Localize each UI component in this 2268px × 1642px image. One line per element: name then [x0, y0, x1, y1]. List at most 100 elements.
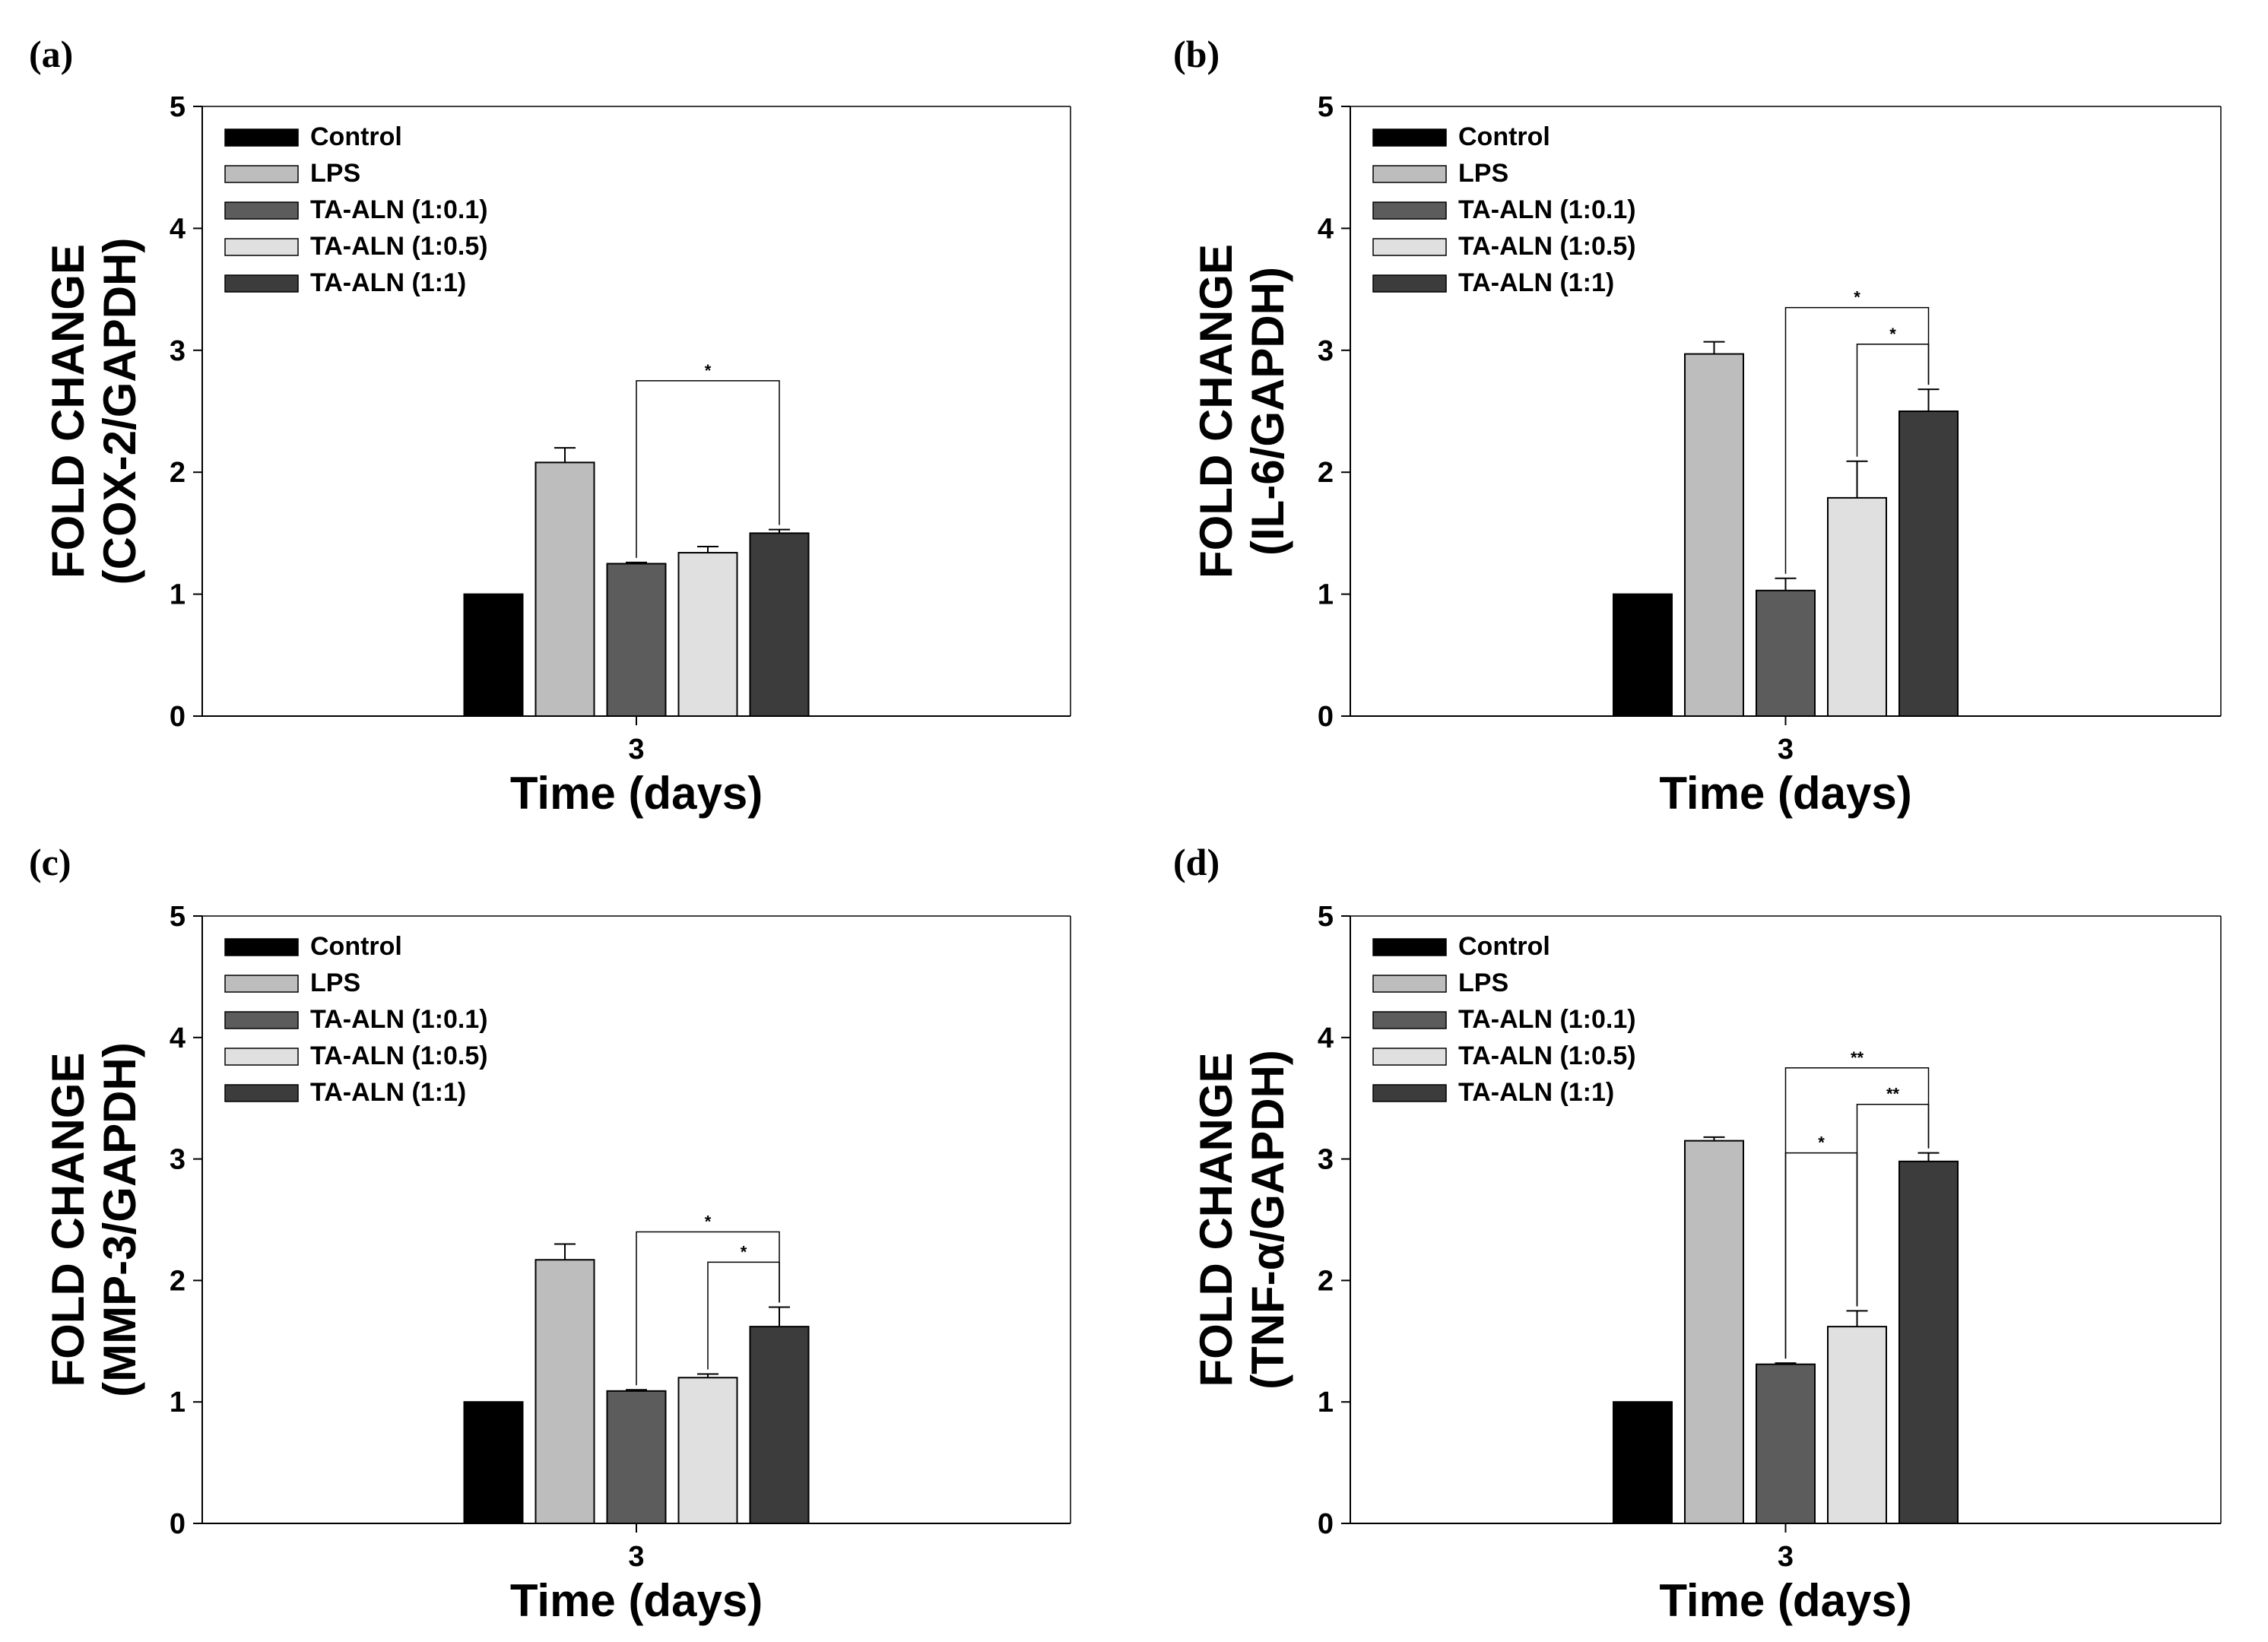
- legend-swatch: [1372, 238, 1447, 256]
- legend-label: TA-ALN (1:1): [310, 268, 466, 297]
- y-tick-label: 1: [1318, 579, 1334, 611]
- y-tick-label: 4: [170, 1022, 186, 1054]
- y-tick-label: 3: [170, 1144, 186, 1176]
- y-tick-label: 3: [1318, 1144, 1334, 1176]
- significance-bracket: [636, 380, 780, 558]
- y-tick-label: 5: [1318, 901, 1334, 933]
- bar-lps: [534, 1259, 595, 1524]
- significance-bracket: [1856, 344, 1930, 457]
- bar-lps: [1684, 353, 1744, 717]
- y-axis-title-line: (TNF-α/GAPDH): [1242, 1050, 1293, 1390]
- x-axis-title: Time (days): [510, 1575, 763, 1626]
- y-tick-label: 0: [1318, 701, 1334, 733]
- legend-label: Control: [1458, 122, 1550, 151]
- y-tick-label: 4: [1318, 1022, 1334, 1054]
- bar-ta-aln-1-1: [1898, 410, 1959, 717]
- y-tick-label: 0: [1318, 1508, 1334, 1540]
- x-axis-title: Time (days): [510, 768, 763, 819]
- y-axis-title-line: (MMP-3/GAPDH): [94, 1042, 145, 1397]
- legend-swatch: [1372, 975, 1447, 993]
- bar-lps: [534, 461, 595, 717]
- y-axis-title-line: FOLD CHANGE: [1191, 244, 1242, 579]
- legend-label: TA-ALN (1:1): [310, 1078, 466, 1107]
- legend-label: TA-ALN (1:0.5): [310, 1041, 488, 1070]
- legend-swatch: [224, 274, 299, 293]
- legend-swatch: [1372, 274, 1447, 293]
- legend-swatch: [1372, 1048, 1447, 1066]
- bar-control: [463, 1401, 524, 1524]
- bar-ta-aln-1-0-5: [1827, 496, 1887, 717]
- legend-swatch: [224, 975, 299, 993]
- legend-label: Control: [1458, 932, 1550, 961]
- x-tick-label: 3: [628, 734, 644, 766]
- y-tick-label: 3: [1318, 335, 1334, 367]
- legend-swatch: [224, 238, 299, 256]
- legend-swatch: [1372, 165, 1447, 183]
- y-axis-title-line: (COX-2/GAPDH): [94, 238, 145, 585]
- x-axis-title: Time (days): [1659, 1575, 1911, 1626]
- legend-label: TA-ALN (1:0.1): [1458, 1005, 1636, 1034]
- significance-label: *: [741, 1242, 747, 1261]
- y-tick-label: 4: [1318, 213, 1334, 245]
- y-tick-label: 0: [170, 701, 186, 733]
- legend-label: TA-ALN (1:0.5): [1458, 1041, 1636, 1070]
- legend-label: LPS: [310, 159, 360, 188]
- legend-swatch: [224, 1084, 299, 1102]
- significance-label: *: [705, 1212, 712, 1231]
- legend-label: TA-ALN (1:0.1): [1458, 195, 1636, 224]
- y-axis-title-line: FOLD CHANGE: [43, 1053, 94, 1387]
- legend-label: Control: [310, 122, 402, 151]
- legend-swatch: [224, 1048, 299, 1066]
- x-tick-label: 3: [1778, 734, 1794, 766]
- y-axis-title-line: FOLD CHANGE: [1191, 1053, 1242, 1387]
- legend-label: TA-ALN (1:1): [1458, 1078, 1614, 1107]
- significance-label: *: [1889, 325, 1896, 344]
- panel-label: (c): [29, 841, 71, 883]
- y-tick-label: 3: [170, 335, 186, 367]
- legend-label: TA-ALN (1:1): [1458, 268, 1614, 297]
- bar-ta-aln-1-1: [749, 532, 810, 718]
- legend-label: TA-ALN (1:0.1): [310, 195, 488, 224]
- significance-label: *: [705, 361, 712, 380]
- legend-swatch: [1372, 1084, 1447, 1102]
- x-axis-title: Time (days): [1659, 768, 1911, 819]
- bar-ta-aln-1-0-5: [1827, 1326, 1887, 1525]
- legend-swatch: [1372, 938, 1447, 956]
- legend-swatch: [1372, 201, 1447, 220]
- legend-label: LPS: [1458, 159, 1508, 188]
- bar-control: [1613, 593, 1673, 717]
- y-tick-label: 5: [1318, 91, 1334, 123]
- y-tick-label: 4: [170, 213, 186, 245]
- y-tick-label: 2: [1318, 1265, 1334, 1297]
- significance-bracket: [707, 1261, 780, 1370]
- legend-label: TA-ALN (1:0.1): [310, 1005, 488, 1034]
- panel-label: (b): [1173, 33, 1220, 75]
- y-tick-label: 0: [170, 1508, 186, 1540]
- panel-label: (d): [1173, 841, 1220, 883]
- bar-ta-aln-1-0-1: [1756, 589, 1816, 718]
- y-tick-label: 1: [170, 1387, 186, 1419]
- legend-swatch: [224, 1011, 299, 1029]
- legend-label: TA-ALN (1:0.5): [1458, 232, 1636, 261]
- bar-ta-aln-1-0-5: [677, 552, 738, 718]
- bar-ta-aln-1-0-1: [606, 563, 667, 717]
- legend-swatch: [224, 201, 299, 220]
- y-tick-label: 1: [170, 579, 186, 611]
- bar-control: [463, 593, 524, 717]
- bar-lps: [1684, 1140, 1744, 1524]
- legend-swatch: [224, 165, 299, 183]
- legend-swatch: [224, 128, 299, 147]
- significance-label: **: [1851, 1048, 1864, 1067]
- x-tick-label: 3: [628, 1541, 644, 1573]
- significance-bracket: [1784, 1152, 1858, 1359]
- y-tick-label: 5: [170, 91, 186, 123]
- legend-label: LPS: [1458, 968, 1508, 997]
- bar-ta-aln-1-1: [749, 1326, 810, 1525]
- bar-ta-aln-1-0-1: [1756, 1363, 1816, 1524]
- legend-label: TA-ALN (1:0.5): [310, 232, 488, 261]
- legend-swatch: [1372, 128, 1447, 147]
